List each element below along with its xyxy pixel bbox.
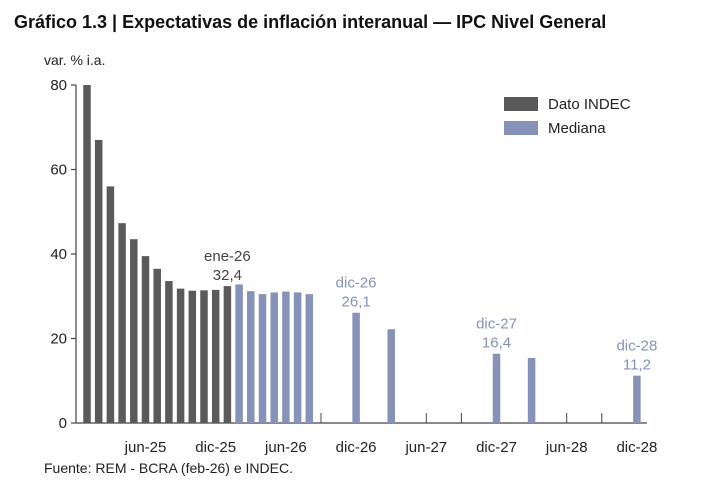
y-axis-unit-label: var. % i.a. <box>44 52 106 68</box>
bar-dato-indec <box>165 281 173 423</box>
bar-dato-indec <box>94 139 103 424</box>
bar-dato-indec <box>223 286 232 423</box>
bar-dato-indec <box>83 85 91 423</box>
x-tick-label: dic-27 <box>476 439 517 456</box>
annotation-value: 26,1 <box>341 294 370 311</box>
x-tick-label: jun-27 <box>404 439 447 456</box>
annotation-month: dic-27 <box>476 316 517 333</box>
bar-dato-indec <box>200 290 208 423</box>
bar-mediana <box>258 294 267 423</box>
x-tick-label: dic-26 <box>336 439 377 456</box>
bar-mediana <box>352 312 360 423</box>
bar-dato-indec <box>176 288 185 423</box>
legend-label: Dato INDEC <box>548 96 631 113</box>
bar-mediana <box>305 294 314 423</box>
bar-dato-indec <box>141 256 150 423</box>
y-tick-label: 60 <box>50 162 67 179</box>
bar-mediana <box>270 292 278 423</box>
bar-dato-indec <box>153 268 161 423</box>
annotation-month: dic-26 <box>336 275 377 292</box>
annotation-month: ene-26 <box>204 248 251 265</box>
x-tick-label: jun-28 <box>545 439 588 456</box>
annotation-value: 16,4 <box>482 335 511 352</box>
bar-dato-indec <box>188 290 197 423</box>
bar-dato-indec <box>211 289 220 423</box>
source-note: Fuente: REM - BCRA (feb-26) e INDEC. <box>44 460 293 476</box>
bar-mediana <box>293 292 302 423</box>
y-tick-label: 20 <box>50 331 67 348</box>
x-tick-label: jun-25 <box>124 439 167 456</box>
x-tick-label: dic-28 <box>616 439 657 456</box>
bar-mediana <box>247 291 255 423</box>
y-tick-label: 0 <box>59 415 67 432</box>
bar-mediana <box>282 291 290 423</box>
x-tick-label: jun-26 <box>264 439 307 456</box>
x-tick-label: dic-25 <box>195 439 236 456</box>
annotation-value: 11,2 <box>623 357 651 374</box>
y-tick-label: 80 <box>50 77 67 94</box>
legend-swatch <box>504 121 538 135</box>
bar-mediana <box>633 375 641 423</box>
bar-mediana <box>387 329 395 423</box>
y-tick-label: 40 <box>50 246 67 263</box>
bar-dato-indec <box>118 223 126 423</box>
bar-mediana <box>527 357 536 423</box>
bar-mediana <box>492 353 501 423</box>
bar-dato-indec <box>130 239 138 423</box>
bar-mediana <box>235 284 243 423</box>
chart-title: Gráfico 1.3 | Expectativas de inflación … <box>14 12 607 32</box>
legend-label: Mediana <box>548 120 606 137</box>
legend-swatch <box>504 97 538 111</box>
bar-dato-indec <box>106 186 115 423</box>
annotation-value: 32,4 <box>213 267 242 284</box>
annotation-month: dic-28 <box>616 338 657 355</box>
